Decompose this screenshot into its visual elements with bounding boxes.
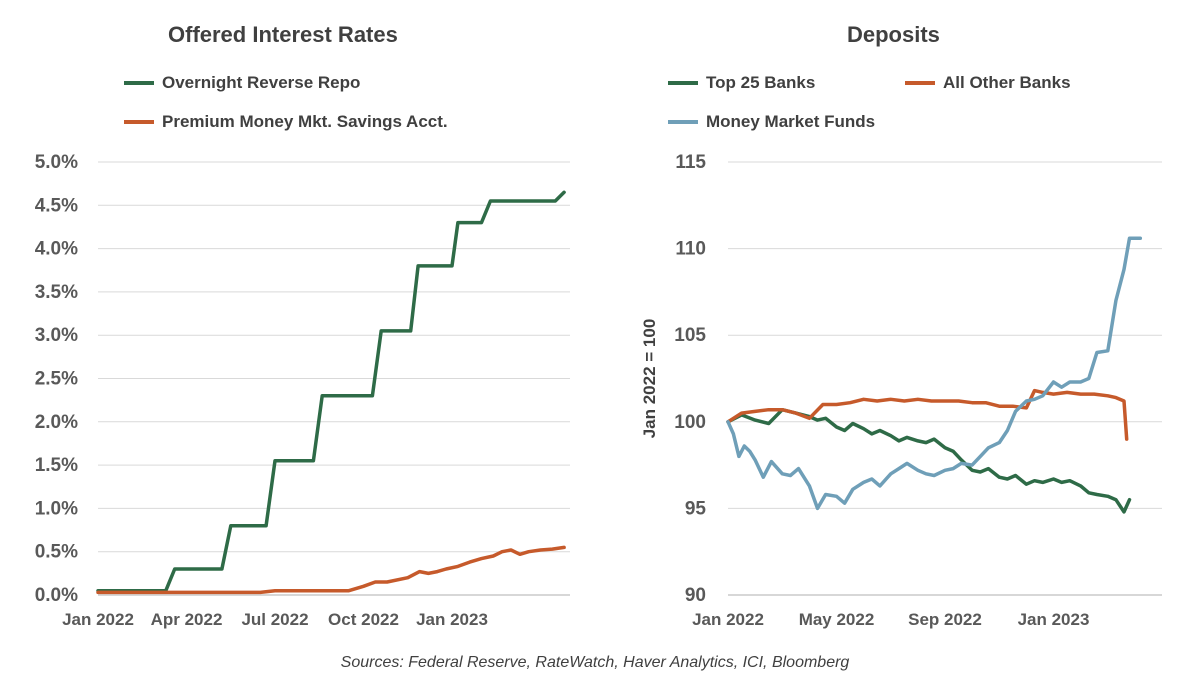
x-tick-label: Jan 2022 bbox=[692, 610, 764, 629]
legend-swatch-top-25-banks bbox=[668, 81, 698, 85]
y-tick-label: 110 bbox=[675, 239, 706, 260]
x-tick-label: Jan 2022 bbox=[62, 610, 134, 629]
y-tick-label: 1.5% bbox=[35, 455, 78, 476]
legend-item-money-market-funds: Money Market Funds bbox=[668, 112, 875, 132]
legend-item-top-25-banks: Top 25 Banks bbox=[668, 73, 815, 93]
y-tick-label: 95 bbox=[685, 498, 707, 519]
series-line-all-other-banks bbox=[726, 388, 1129, 441]
deposits-chart-title: Deposits bbox=[847, 22, 940, 47]
y-tick-label: 1.0% bbox=[35, 498, 78, 519]
charts-canvas: 0.0% 0.5% 1.0% 1.5% 2.0% 2.5% 3.0% 3.5% 4.0% 4.5%… bbox=[35, 152, 1162, 629]
legend-label: Money Market Funds bbox=[706, 112, 876, 131]
rates-chart: 0.0% 0.5% 1.0% 1.5% 2.0% 2.5% 3.0% 3.5% 4.0% 4.5%… bbox=[35, 152, 570, 629]
series-line-premium-money-mkt-savings-acct bbox=[96, 545, 566, 595]
legend-label: All Other Banks bbox=[943, 73, 1071, 92]
y-tick-label: 105 bbox=[674, 325, 706, 346]
legend-swatch-overnight-reverse-repo bbox=[124, 81, 154, 85]
y-tick-label: 0.0% bbox=[35, 585, 78, 606]
legend-item-all-other-banks: All Other Banks bbox=[905, 73, 1071, 93]
rates-chart-title: Offered Interest Rates bbox=[168, 22, 398, 47]
legend-swatch-all-other-banks bbox=[905, 81, 935, 85]
series-line-overnight-reverse-repo bbox=[96, 190, 566, 593]
y-tick-label: 115 bbox=[675, 152, 706, 173]
legend-swatch-money-market-funds bbox=[668, 120, 698, 124]
legend-label: Top 25 Banks bbox=[706, 73, 816, 92]
y-tick-label: 2.0% bbox=[35, 412, 78, 433]
x-tick-label: May 2022 bbox=[799, 610, 875, 629]
legend-swatch-premium-mm-savings bbox=[124, 120, 154, 124]
deposits-chart: 90 95 100 105 110 115 Jan 2022 May 2022 Sep 2022… bbox=[640, 152, 1162, 629]
x-tick-label: Oct 2022 bbox=[328, 610, 399, 629]
y-tick-label: 90 bbox=[685, 585, 706, 606]
legend-label: Premium Money Mkt. Savings Acct. bbox=[162, 112, 448, 131]
y-tick-label: 3.0% bbox=[35, 325, 78, 346]
sources-note: Sources: Federal Reserve, RateWatch, Hav… bbox=[340, 654, 850, 671]
x-tick-label: Jan 2023 bbox=[1018, 610, 1090, 629]
legend-item-overnight-reverse-repo: Overnight Reverse Repo bbox=[124, 73, 360, 93]
y-axis-title: Jan 2022 = 100 bbox=[640, 319, 659, 439]
y-tick-label: 5.0% bbox=[35, 152, 78, 173]
x-tick-label: Sep 2022 bbox=[908, 610, 982, 629]
y-tick-label: 4.5% bbox=[35, 195, 78, 216]
series-line-money-market-funds bbox=[726, 236, 1143, 511]
series-line-top-25-banks bbox=[726, 407, 1132, 514]
x-tick-label: Jul 2022 bbox=[241, 610, 308, 629]
y-tick-label: 100 bbox=[674, 412, 706, 433]
legend-item-premium-mm-savings: Premium Money Mkt. Savings Acct. bbox=[124, 112, 448, 132]
y-tick-label: 4.0% bbox=[35, 239, 78, 260]
y-tick-label: 0.5% bbox=[35, 542, 78, 563]
x-tick-label: Apr 2022 bbox=[151, 610, 223, 629]
legend-label: Overnight Reverse Repo bbox=[162, 73, 361, 92]
y-tick-label: 3.5% bbox=[35, 282, 78, 303]
y-tick-label: 2.5% bbox=[35, 369, 78, 390]
x-tick-label: Jan 2023 bbox=[416, 610, 488, 629]
